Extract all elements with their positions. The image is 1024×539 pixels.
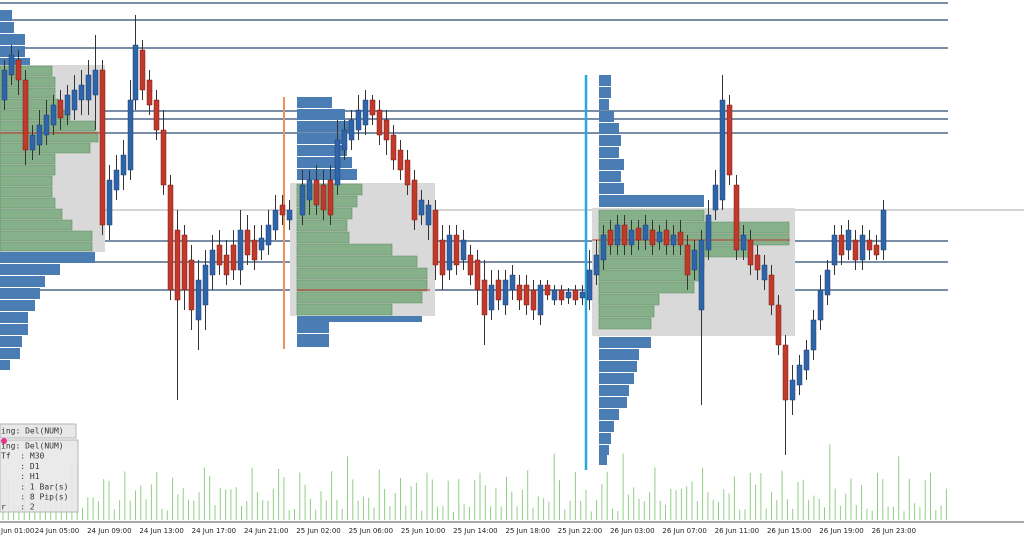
x-tick-label: 24 Jun 17:00: [192, 527, 236, 535]
x-tick-label: 25 Jun 10:00: [401, 527, 445, 535]
x-tick-label: 26 Jun 03:00: [610, 527, 654, 535]
info-panel: ing: Del(NUM) ing: Del(NUM)Tf : M30 : D1…: [0, 423, 79, 513]
info-row: Tf : M30: [1, 452, 45, 461]
volume-bar: [2, 444, 947, 520]
candles: [1, 15, 887, 455]
x-tick-label: 26 Jun 23:00: [872, 527, 916, 535]
info-row: r : 2: [1, 503, 35, 512]
x-tick-label: 25 Jun 22:00: [558, 527, 602, 535]
x-tick-label: Jun 01:00: [0, 527, 34, 535]
info-row: ing: Del(NUM): [1, 442, 64, 451]
x-tick-label: 25 Jun 14:00: [453, 527, 497, 535]
volume-bars: [2, 444, 947, 520]
info-row: : 1 Bar(s): [1, 482, 68, 491]
x-tick-label: 24 Jun 09:00: [87, 527, 131, 535]
x-tick-label: 26 Jun 07:00: [662, 527, 706, 535]
x-tick-label: 25 Jun 18:00: [505, 527, 549, 535]
volume-profile: [290, 97, 435, 347]
info-row: : 8 Pip(s): [1, 493, 68, 502]
x-axis-labels: Jun 01:00 24 Jun 05:00 24 Jun 09:00 24 Jun …: [0, 527, 916, 535]
x-tick-label: 26 Jun 11:00: [715, 527, 759, 535]
info-row: : D1: [1, 462, 40, 471]
x-tick-label: 25 Jun 02:00: [296, 527, 340, 535]
x-tick-label: 24 Jun 05:00: [35, 527, 79, 535]
info-header: ing: Del(NUM): [1, 427, 64, 436]
x-tick-label: 25 Jun 06:00: [349, 527, 393, 535]
x-tick-label: 24 Jun 13:00: [139, 527, 183, 535]
info-row: : H1: [1, 472, 40, 481]
x-tick-label: 24 Jun 21:00: [244, 527, 288, 535]
x-tick-label: 26 Jun 19:00: [819, 527, 863, 535]
x-tick-label: 26 Jun 15:00: [767, 527, 811, 535]
